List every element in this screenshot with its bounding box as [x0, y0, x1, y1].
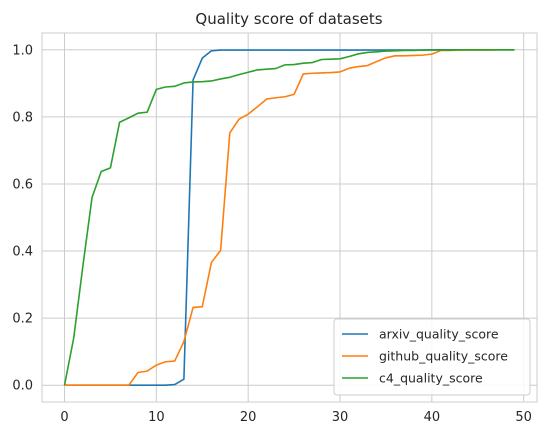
legend-label: arxiv_quality_score	[379, 327, 499, 342]
x-tick-label: 30	[332, 410, 349, 425]
legend-label: c4_quality_score	[379, 371, 483, 386]
y-tick-label: 0.0	[12, 379, 33, 394]
series-line-c4-quality-score	[63, 48, 515, 386]
x-tick-label: 20	[240, 410, 257, 425]
series-lines	[63, 48, 515, 387]
plot-frame	[41, 32, 538, 403]
series-line-github-quality-score	[64, 48, 515, 387]
legend-label: github_quality_score	[379, 349, 508, 364]
x-tick-label: 10	[148, 410, 165, 425]
y-tick-label: 0.2	[12, 312, 33, 327]
x-tick-label: 0	[60, 410, 68, 425]
y-tick-label: 1.0	[12, 43, 33, 58]
y-tick-label: 0.4	[12, 245, 33, 260]
x-axis: 0 10 20 30 40 50	[60, 410, 532, 425]
y-tick-label: 0.8	[12, 110, 33, 125]
x-tick-label: 40	[424, 410, 441, 425]
y-tick-label: 0.6	[12, 177, 33, 192]
chart-title: Quality score of datasets	[195, 10, 382, 28]
grid	[42, 33, 537, 402]
legend: arxiv_quality_score github_quality_scorec…	[333, 318, 531, 396]
y-axis: 0.0 0.2 0.4 0.6 0.8 1.0	[12, 43, 33, 393]
legend-box	[333, 318, 531, 396]
x-tick-label: 50	[515, 410, 532, 425]
